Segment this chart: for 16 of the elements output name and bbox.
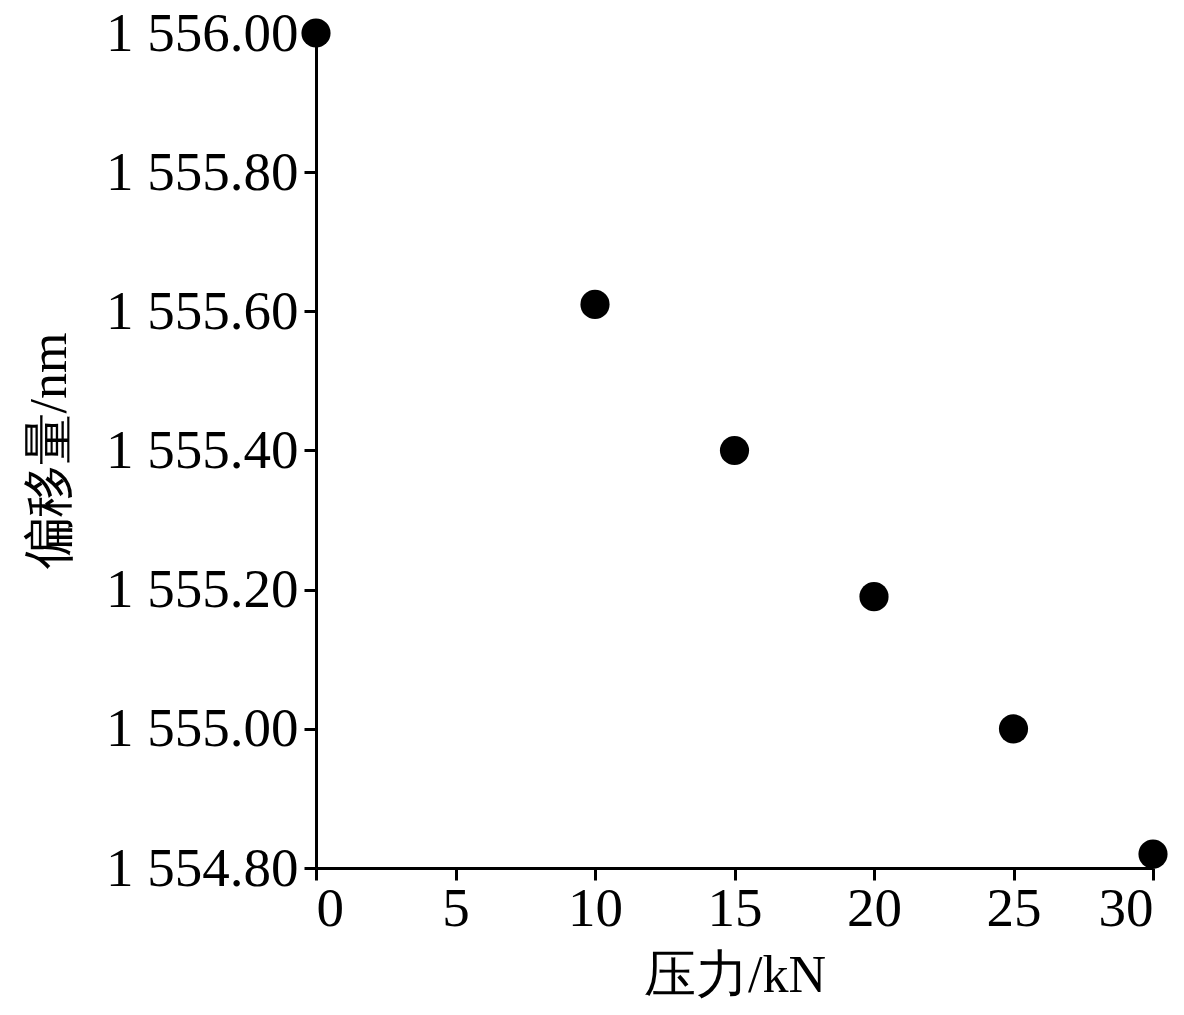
x-tick-label: 30: [1098, 876, 1154, 938]
x-tick-label: 15: [707, 876, 763, 938]
x-axis-title: 压力/kN: [644, 945, 826, 1003]
y-tick-label: 1 556.00: [106, 1, 299, 63]
x-tick-label: 20: [847, 876, 902, 938]
y-tick-label: 1 555.60: [106, 279, 299, 341]
y-tick-label: 1 555.00: [106, 697, 299, 759]
y-axis-title: 偏移量/nm: [19, 332, 77, 570]
y-tick-label: 1 555.80: [106, 140, 299, 202]
x-tick-label: 10: [568, 876, 623, 938]
y-tick-label: 1 555.40: [106, 419, 299, 480]
x-tick-label: 25: [986, 876, 1042, 938]
x-tick-label: 5: [442, 876, 470, 938]
y-tick-label: 1 555.20: [106, 558, 299, 620]
x-tick-label: 0: [316, 876, 344, 938]
y-tick-label: 1 554.80: [106, 836, 299, 898]
